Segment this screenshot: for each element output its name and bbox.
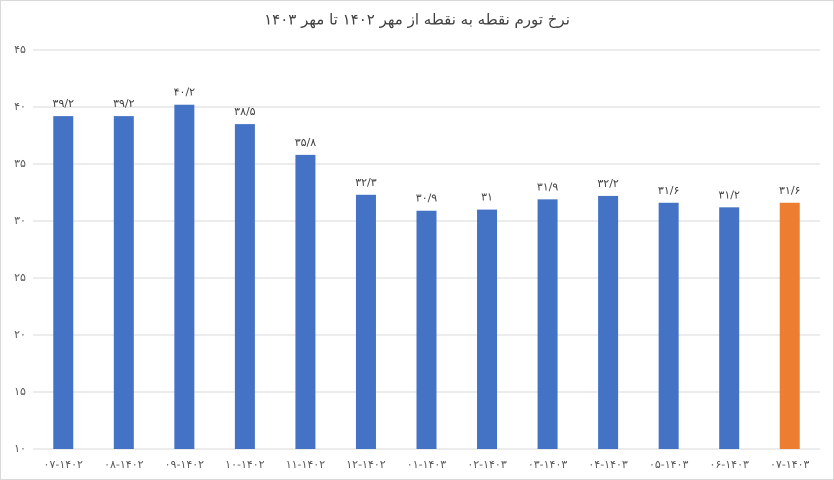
bar [234, 124, 255, 449]
bar [537, 199, 558, 449]
value-label: ۳۹/۲ [53, 97, 75, 110]
x-tick-label: ۰۹-۱۴۰۲ [165, 458, 205, 471]
value-label: ۳۲/۲ [597, 177, 619, 190]
y-tick-label: ۲۵ [14, 271, 26, 284]
bar [355, 194, 376, 449]
x-tick-label: ۰۳-۱۴۰۳ [528, 458, 568, 471]
x-tick-label: ۰۱-۱۴۰۳ [407, 458, 447, 471]
x-tick-label: ۱۱-۱۴۰۲ [286, 458, 326, 471]
y-tick-label: ۱۰ [14, 442, 26, 455]
bar [477, 209, 498, 449]
x-tick-label: ۰۴-۱۴۰۳ [588, 458, 628, 471]
y-tick-label: ۲۰ [14, 328, 26, 341]
chart-title: نرخ تورم نقطه به نقطه از مهر ۱۴۰۲ تا مهر… [264, 11, 570, 29]
x-tick-label: ۱۲-۱۴۰۲ [346, 458, 386, 471]
bar [719, 207, 740, 449]
y-tick-label: ۳۰ [14, 214, 26, 227]
bar [113, 116, 134, 450]
x-tick-label: ۰۷-۱۴۰۳ [770, 458, 810, 471]
x-tick-label: ۰۶-۱۴۰۳ [709, 458, 749, 471]
y-tick-label: ۳۵ [14, 157, 26, 170]
value-label: ۴۰/۲ [174, 86, 196, 99]
bar [598, 195, 619, 449]
value-label: ۳۱/۶ [658, 184, 679, 197]
x-tick-label: ۰۸-۱۴۰۲ [104, 458, 144, 471]
x-tick-label: ۰۵-۱۴۰۳ [649, 458, 689, 471]
value-label: ۳۱/۲ [718, 188, 740, 201]
y-tick-label: ۴۵ [14, 43, 26, 56]
value-label: ۳۹/۲ [113, 97, 135, 110]
bar [416, 210, 437, 449]
value-label: ۳۵/۸ [295, 136, 317, 149]
x-tick-label: ۱۰-۱۴۰۲ [225, 458, 265, 471]
x-tick-label: ۰۷-۱۴۰۲ [44, 458, 84, 471]
x-tick-label: ۰۲-۱۴۰۳ [467, 458, 507, 471]
bar [779, 202, 800, 449]
value-label: ۳۱/۶ [779, 184, 800, 197]
y-tick-label: ۴۰ [14, 100, 26, 113]
bar [174, 104, 195, 449]
y-tick-label: ۱۵ [14, 385, 26, 398]
bar [53, 116, 74, 450]
value-label: ۳۰/۹ [416, 192, 438, 205]
value-label: ۳۸/۵ [234, 105, 256, 118]
value-label: ۳۲/۳ [355, 176, 377, 189]
value-label: ۳۱/۹ [537, 180, 559, 193]
bar [295, 154, 316, 449]
value-label: ۳۱ [481, 191, 493, 204]
bar [658, 202, 679, 449]
